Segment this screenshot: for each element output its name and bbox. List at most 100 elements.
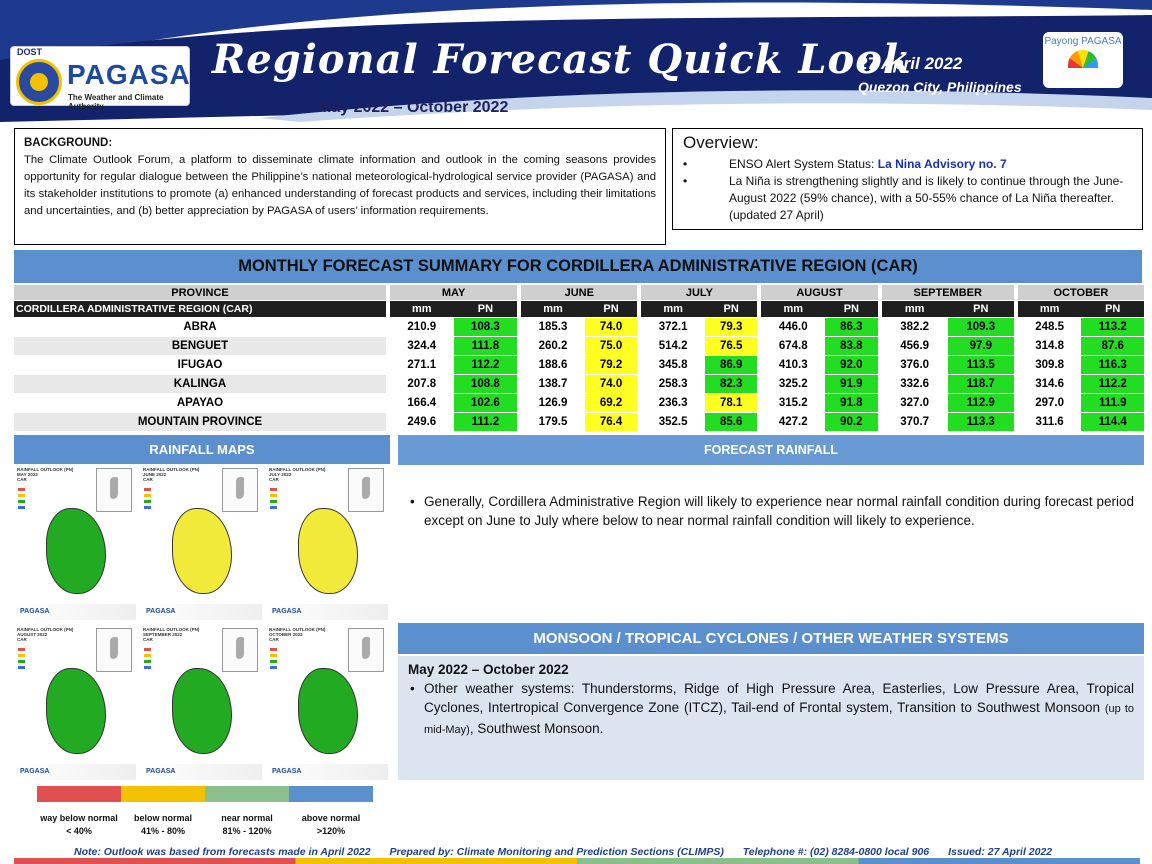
mm-header: mm xyxy=(390,301,454,317)
dost-label: DOST xyxy=(17,47,43,57)
rainfall-mm: 210.9 xyxy=(407,321,437,333)
province-name: KALINGA xyxy=(14,375,386,393)
category-color-swatch xyxy=(289,786,373,802)
percent-normal: 112.9 xyxy=(947,394,1014,412)
map-legend xyxy=(18,488,52,512)
rainfall-mm: 185.3 xyxy=(538,321,568,333)
mm-header: mm xyxy=(761,301,826,317)
region-shape xyxy=(298,668,358,754)
pagasa-logo: DOST PAGASA The Weather and Climate Auth… xyxy=(10,46,190,111)
region-shape xyxy=(46,668,106,754)
percent-normal: 74.0 xyxy=(584,318,638,336)
weather-systems-text-note: (up to mid-May) xyxy=(424,703,1134,736)
rainfall-maps-grid: RAINFALL OUTLOOK (PN) MAY 2022 CAR PAGASA RA… xyxy=(14,464,390,784)
percent-normal: 75.0 xyxy=(584,337,638,355)
map-legend xyxy=(144,648,178,672)
percent-normal: 108.3 xyxy=(453,318,518,336)
category-color-swatch xyxy=(37,786,121,802)
percent-normal: 91.9 xyxy=(825,375,878,393)
percent-normal: 76.4 xyxy=(584,413,638,431)
percent-normal: 83.8 xyxy=(825,337,878,355)
location-inset-map xyxy=(96,468,132,512)
category-label: below normal 41% - 80% xyxy=(133,813,192,836)
percent-normal: 86.3 xyxy=(825,318,878,336)
province-name: IFUGAO xyxy=(177,359,223,371)
rainfall-map: RAINFALL OUTLOOK (PN) JUNE 2022 CAR PAGASA xyxy=(140,464,262,620)
map-legend xyxy=(18,648,52,672)
la-nina-item: La Niña is strengthening slightly and is… xyxy=(683,173,1132,224)
map-title: RAINFALL OUTLOOK (PN) MAY 2022 CAR xyxy=(17,467,74,482)
province-header: PROVINCE xyxy=(14,285,386,300)
rainfall-mm: 271.1 xyxy=(407,359,437,371)
rainfall-mm: 327.0 xyxy=(900,397,930,409)
column-header-row: CORDILLERA ADMINISTRATIVE REGION (CAR) mm… xyxy=(14,301,1144,317)
rainfall-map: RAINFALL OUTLOOK (PN) SEPTEMBER 2022 CAR PA… xyxy=(140,624,262,780)
month-header-row: PROVINCE MAY JUNE JULY AUGUST SEPTEMBER OCTOBE… xyxy=(14,285,1144,300)
region-shape xyxy=(172,508,232,594)
table-row: MOUNTAIN PROVINCE 249.6 111.2 179.5 76.4 352.… xyxy=(14,413,1144,431)
page-title: Regional Forecast Quick Look xyxy=(212,36,912,83)
background-heading: BACKGROUND: xyxy=(24,137,113,149)
rainfall-mm: 258.3 xyxy=(658,378,688,390)
region-shape xyxy=(298,508,358,594)
map-footer-logo: PAGASA xyxy=(146,768,176,775)
map-footer: PAGASA xyxy=(140,604,262,620)
month-header: JUNE xyxy=(521,285,638,300)
percent-normal: 82.3 xyxy=(704,375,758,393)
rainfall-mm: 332.6 xyxy=(900,378,930,390)
footer-issued: Issued: 27 April 2022 xyxy=(948,846,1053,858)
map-legend xyxy=(270,648,304,672)
table-row: BENGUET 324.4 111.8 260.2 75.0 514.2 76.5 674.8… xyxy=(14,337,1144,355)
rainfall-mm: 427.2 xyxy=(778,416,808,428)
map-legend xyxy=(144,488,178,512)
enso-advisory: La Nina Advisory no. 7 xyxy=(877,157,1007,171)
region-name: CORDILLERA ADMINISTRATIVE REGION (CAR) xyxy=(14,301,386,317)
category-label: way below normal < 40% xyxy=(40,813,118,836)
rainfall-mm: 314.6 xyxy=(1035,378,1065,390)
rainfall-mm: 207.8 xyxy=(407,378,437,390)
rainfall-mm: 514.2 xyxy=(658,340,688,352)
percent-normal: 69.2 xyxy=(584,394,638,412)
rainfall-mm: 382.2 xyxy=(900,321,930,333)
percent-normal: 79.2 xyxy=(584,356,638,374)
month-header: MAY xyxy=(390,285,518,300)
rainfall-maps-heading: RAINFALL MAPS xyxy=(14,435,390,464)
percent-normal: 78.1 xyxy=(704,394,758,412)
pn-header: PN xyxy=(453,301,518,317)
rainfall-mm: 166.4 xyxy=(407,397,437,409)
pn-header: PN xyxy=(825,301,878,317)
bottom-color-bar xyxy=(14,858,1140,864)
province-name: BENGUET xyxy=(14,337,386,355)
pn-header: PN xyxy=(1081,301,1144,317)
rainfall-mm: 352.5 xyxy=(658,416,688,428)
rainfall-mm: 456.9 xyxy=(900,340,930,352)
forecast-period: May 2022 – October 2022 xyxy=(318,99,509,116)
location-inset-map xyxy=(348,628,384,672)
map-footer-logo: PAGASA xyxy=(20,768,50,775)
weather-systems-text-end: , Southwest Monsoon. xyxy=(469,721,604,736)
mm-header: mm xyxy=(521,301,585,317)
province-name: MOUNTAIN PROVINCE xyxy=(14,413,386,431)
percent-normal: 111.2 xyxy=(453,413,518,431)
map-title: RAINFALL OUTLOOK (PN) SEPTEMBER 2022 CAR xyxy=(143,627,200,642)
percent-normal: 85.6 xyxy=(704,413,758,431)
map-footer: PAGASA xyxy=(140,764,262,780)
weather-systems-text: Other weather systems: Thunderstorms, Ri… xyxy=(408,679,1134,740)
rainfall-mm: 126.9 xyxy=(538,397,568,409)
payong-label: Payong PAGASA xyxy=(1044,36,1122,47)
rainfall-mm: 315.2 xyxy=(778,397,808,409)
percent-normal: 118.7 xyxy=(947,375,1014,393)
rainfall-mm: 309.8 xyxy=(1035,359,1065,371)
percent-normal: 113.5 xyxy=(947,356,1014,374)
umbrella-icon xyxy=(1068,50,1098,68)
rainfall-mm: 325.2 xyxy=(778,378,808,390)
month-header: JULY xyxy=(641,285,758,300)
forecast-rainfall-heading: FORECAST RAINFALL xyxy=(398,435,1144,465)
percent-normal: 112.2 xyxy=(453,356,518,374)
header: DOST PAGASA The Weather and Climate Auth… xyxy=(0,0,1152,122)
pn-header: PN xyxy=(584,301,638,317)
rainfall-mm: 311.6 xyxy=(1035,416,1064,428)
agency-tagline: The Weather and Climate Authority xyxy=(68,93,164,111)
map-legend xyxy=(270,488,304,512)
map-footer-logo: PAGASA xyxy=(20,608,50,615)
